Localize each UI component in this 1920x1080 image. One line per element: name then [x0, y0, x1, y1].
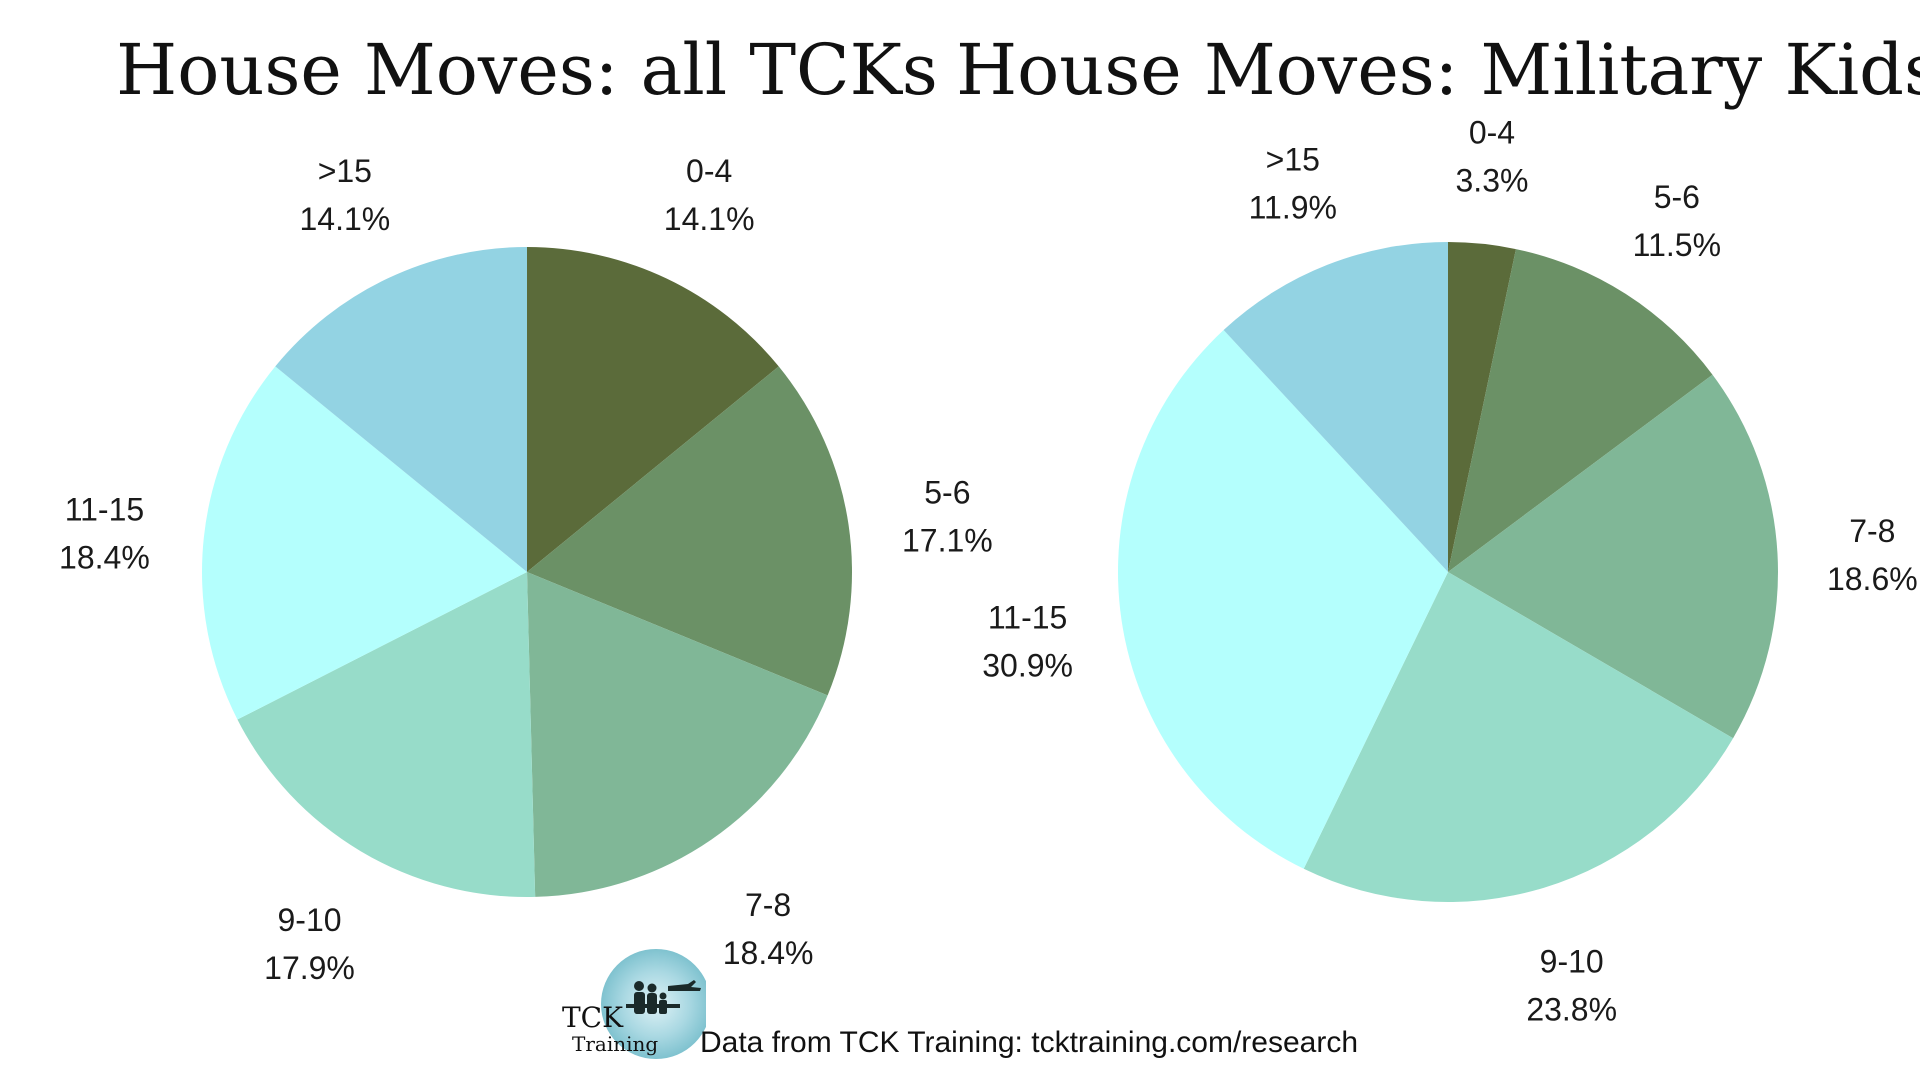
slice-category-label: 9-10	[277, 902, 341, 938]
slice-percent-label: 17.1%	[902, 522, 993, 558]
slice-percent-label: 18.4%	[723, 935, 814, 971]
slice-percent-label: 3.3%	[1456, 162, 1529, 198]
pie-chart-military-kids: 0-4 3.3% 5-6 11.5% 7-8 18.6% 9-10 23.8% 11-15 30.…	[982, 114, 1917, 1027]
slice-category-label: 7-8	[745, 887, 791, 923]
pie-slice-all-gt15	[275, 247, 527, 572]
data-source-credit: Data from TCK Training: tcktraining.com/…	[700, 1026, 1359, 1059]
slice-category-label: 5-6	[1654, 179, 1700, 215]
slice-percent-label: 11.9%	[1249, 189, 1337, 225]
pie-slice-all-5-6	[527, 366, 853, 696]
slice-category-label: 11-15	[988, 600, 1067, 636]
slice-category-label: 5-6	[924, 474, 970, 510]
pie-chart-all-tcks: 0-4 14.1% 5-6 17.1% 7-8 18.4% 9-10 17.9% 11-15 18…	[59, 153, 993, 986]
slice-percent-label: 18.6%	[1827, 561, 1918, 597]
pie-slice-military-0-4	[1448, 242, 1516, 572]
pie-slice-military-5-6	[1448, 249, 1713, 572]
slice-percent-label: 30.9%	[982, 648, 1073, 684]
slice-percent-label: 11.5%	[1633, 227, 1721, 263]
slice-category-label: 9-10	[1540, 944, 1604, 980]
pie-slice-all-9-10	[237, 572, 536, 897]
slice-percent-label: 23.8%	[1526, 992, 1617, 1028]
svg-text:TCK: TCK	[562, 1001, 624, 1034]
chart-title-military-kids: House Moves: Military Kids	[956, 29, 1920, 111]
tck-training-logo: TCK Training	[556, 948, 711, 1060]
slice-percent-label: 14.1%	[664, 201, 755, 237]
svg-text:Training: Training	[572, 1032, 658, 1056]
slice-category-label: 0-4	[1469, 114, 1515, 150]
pie-slice-all-7-8	[527, 572, 828, 897]
pie-slice-all-0-4	[527, 247, 779, 572]
pie-slice-all-11-15	[201, 366, 527, 720]
pie-slice-military-7-8	[1448, 374, 1778, 739]
slice-percent-label: 14.1%	[299, 201, 390, 237]
slice-percent-label: 18.4%	[59, 540, 150, 576]
chart-title-all-tcks: House Moves: all TCKs	[116, 29, 938, 111]
slice-category-label: >15	[318, 153, 372, 189]
pie-slice-military-gt15	[1223, 242, 1448, 572]
slice-category-label: >15	[1266, 141, 1320, 177]
slice-category-label: 11-15	[65, 492, 144, 528]
pie-slice-military-11-15	[1118, 330, 1448, 869]
slice-category-label: 0-4	[686, 153, 732, 189]
pie-slice-military-9-10	[1303, 572, 1734, 902]
slice-percent-label: 17.9%	[264, 950, 355, 986]
slice-category-label: 7-8	[1849, 513, 1895, 549]
